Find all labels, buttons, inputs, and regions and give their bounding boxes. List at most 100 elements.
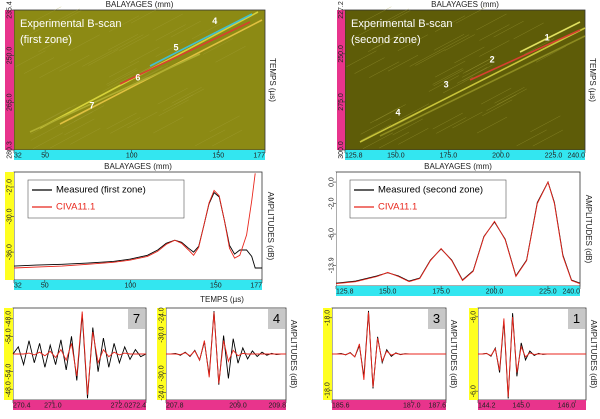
y-tick-label: 235.4	[6, 1, 13, 19]
noise	[390, 111, 422, 129]
echo-box	[128, 309, 145, 329]
x-axis-strip	[14, 150, 265, 160]
x-tick-label: 209.8	[268, 402, 286, 409]
x-tick-label: 32	[14, 282, 22, 289]
noise	[171, 87, 202, 104]
noise	[476, 116, 508, 134]
x-axis-strip	[14, 280, 262, 290]
series-line	[166, 312, 286, 384]
echo-number: 4	[273, 311, 280, 326]
x-tick-label: 150	[212, 152, 224, 159]
x-tick-label: 32	[14, 152, 22, 159]
noise	[524, 38, 555, 55]
x-tick-label: 146.0	[558, 402, 576, 409]
noise	[433, 69, 464, 87]
panel: Measured (first zone) CIVA11.1 32 50 100 150 1…	[5, 162, 275, 290]
noise	[532, 129, 563, 147]
noise	[434, 34, 465, 51]
echo-label: 2	[490, 54, 495, 64]
x-tick-label: 207.8	[166, 402, 184, 409]
x-tick-label: 50	[41, 282, 49, 289]
echo-streak	[119, 21, 251, 85]
y-tick-label: 250.0	[338, 45, 345, 63]
noise	[155, 24, 186, 41]
noise	[110, 117, 141, 134]
noise	[535, 46, 567, 63]
noise	[349, 23, 380, 41]
x-tick-label: 240.0	[562, 288, 580, 295]
legend-box	[349, 179, 507, 219]
echo-number: 1	[573, 311, 580, 326]
echo-label: 4	[395, 107, 400, 117]
noise	[215, 46, 246, 63]
noise	[141, 56, 172, 73]
noise	[346, 50, 377, 67]
y-tick-label: -6.0	[470, 311, 477, 323]
noise	[15, 50, 46, 67]
series-line	[335, 180, 581, 285]
echo-streak	[149, 13, 253, 67]
noise	[212, 129, 243, 147]
noise	[31, 6, 62, 23]
echo-streak	[379, 35, 586, 137]
echo-box	[568, 309, 585, 329]
y-tick-label: 300.0	[338, 141, 345, 159]
y-tick-label: -54.0	[5, 364, 12, 380]
noise	[19, 23, 50, 41]
noise	[434, 15, 466, 32]
x-tick-label: 175.0	[440, 152, 458, 159]
noise	[40, 106, 71, 124]
noise	[107, 34, 139, 51]
noise	[155, 40, 186, 57]
x-tick-label: 272.4	[128, 402, 146, 409]
noise	[70, 128, 101, 145]
noise	[108, 15, 140, 32]
y-tick-label: 280.3	[6, 141, 13, 159]
panel: Measured (second zone) CIVA11.1 125.8 150.0…	[327, 162, 593, 296]
noise	[372, 32, 403, 50]
x-tick-label: 209.0	[229, 402, 247, 409]
series-line	[478, 316, 586, 398]
panel-subtitle: (second zone)	[351, 34, 421, 46]
echo-label: 7	[89, 100, 94, 110]
y-axis-strip	[157, 308, 166, 400]
y-axis-strip	[323, 308, 332, 400]
legend-label: Measured (first zone)	[56, 185, 146, 196]
y-tick-label: 0.0	[328, 177, 335, 187]
y-tick-label: -6.0	[470, 385, 477, 397]
y-axis-label: AMPLITUDES (dB)	[449, 320, 458, 389]
noise	[456, 67, 488, 84]
y-tick-label: -24.0	[158, 385, 165, 401]
panel-title: Experimental B-scan	[351, 18, 453, 30]
noise	[49, 131, 81, 149]
legend-box	[27, 179, 185, 219]
y-tick-label: 275.0	[338, 93, 345, 111]
x-axis-label: TEMPS (µs)	[200, 295, 244, 304]
noise	[496, 88, 527, 106]
noise	[494, 87, 525, 104]
noise	[69, 34, 100, 51]
y-axis-strip	[5, 172, 14, 280]
noise	[462, 61, 493, 78]
noise	[137, 64, 169, 82]
noise	[42, 32, 73, 50]
noise	[462, 64, 493, 82]
noise	[439, 34, 470, 51]
panel: Experimental B-scan (first zone) 4 5 6 7 32 50 1…	[5, 0, 277, 160]
x-tick-label: 144.2	[478, 402, 496, 409]
echo-streak	[519, 21, 581, 53]
noise	[132, 67, 163, 84]
series-line	[13, 311, 146, 395]
x-axis-label: BALAYAGES (mm)	[104, 162, 172, 171]
noise	[482, 99, 513, 117]
noise	[369, 106, 401, 124]
x-tick-label: 125.8	[345, 152, 363, 159]
noise	[452, 111, 483, 129]
noise	[432, 68, 463, 85]
echo-label: 1	[545, 32, 550, 42]
echo-box	[268, 309, 285, 329]
noise	[397, 34, 428, 51]
y-tick-label: -2.0	[328, 197, 335, 209]
noise	[107, 69, 138, 87]
noise	[158, 99, 189, 117]
